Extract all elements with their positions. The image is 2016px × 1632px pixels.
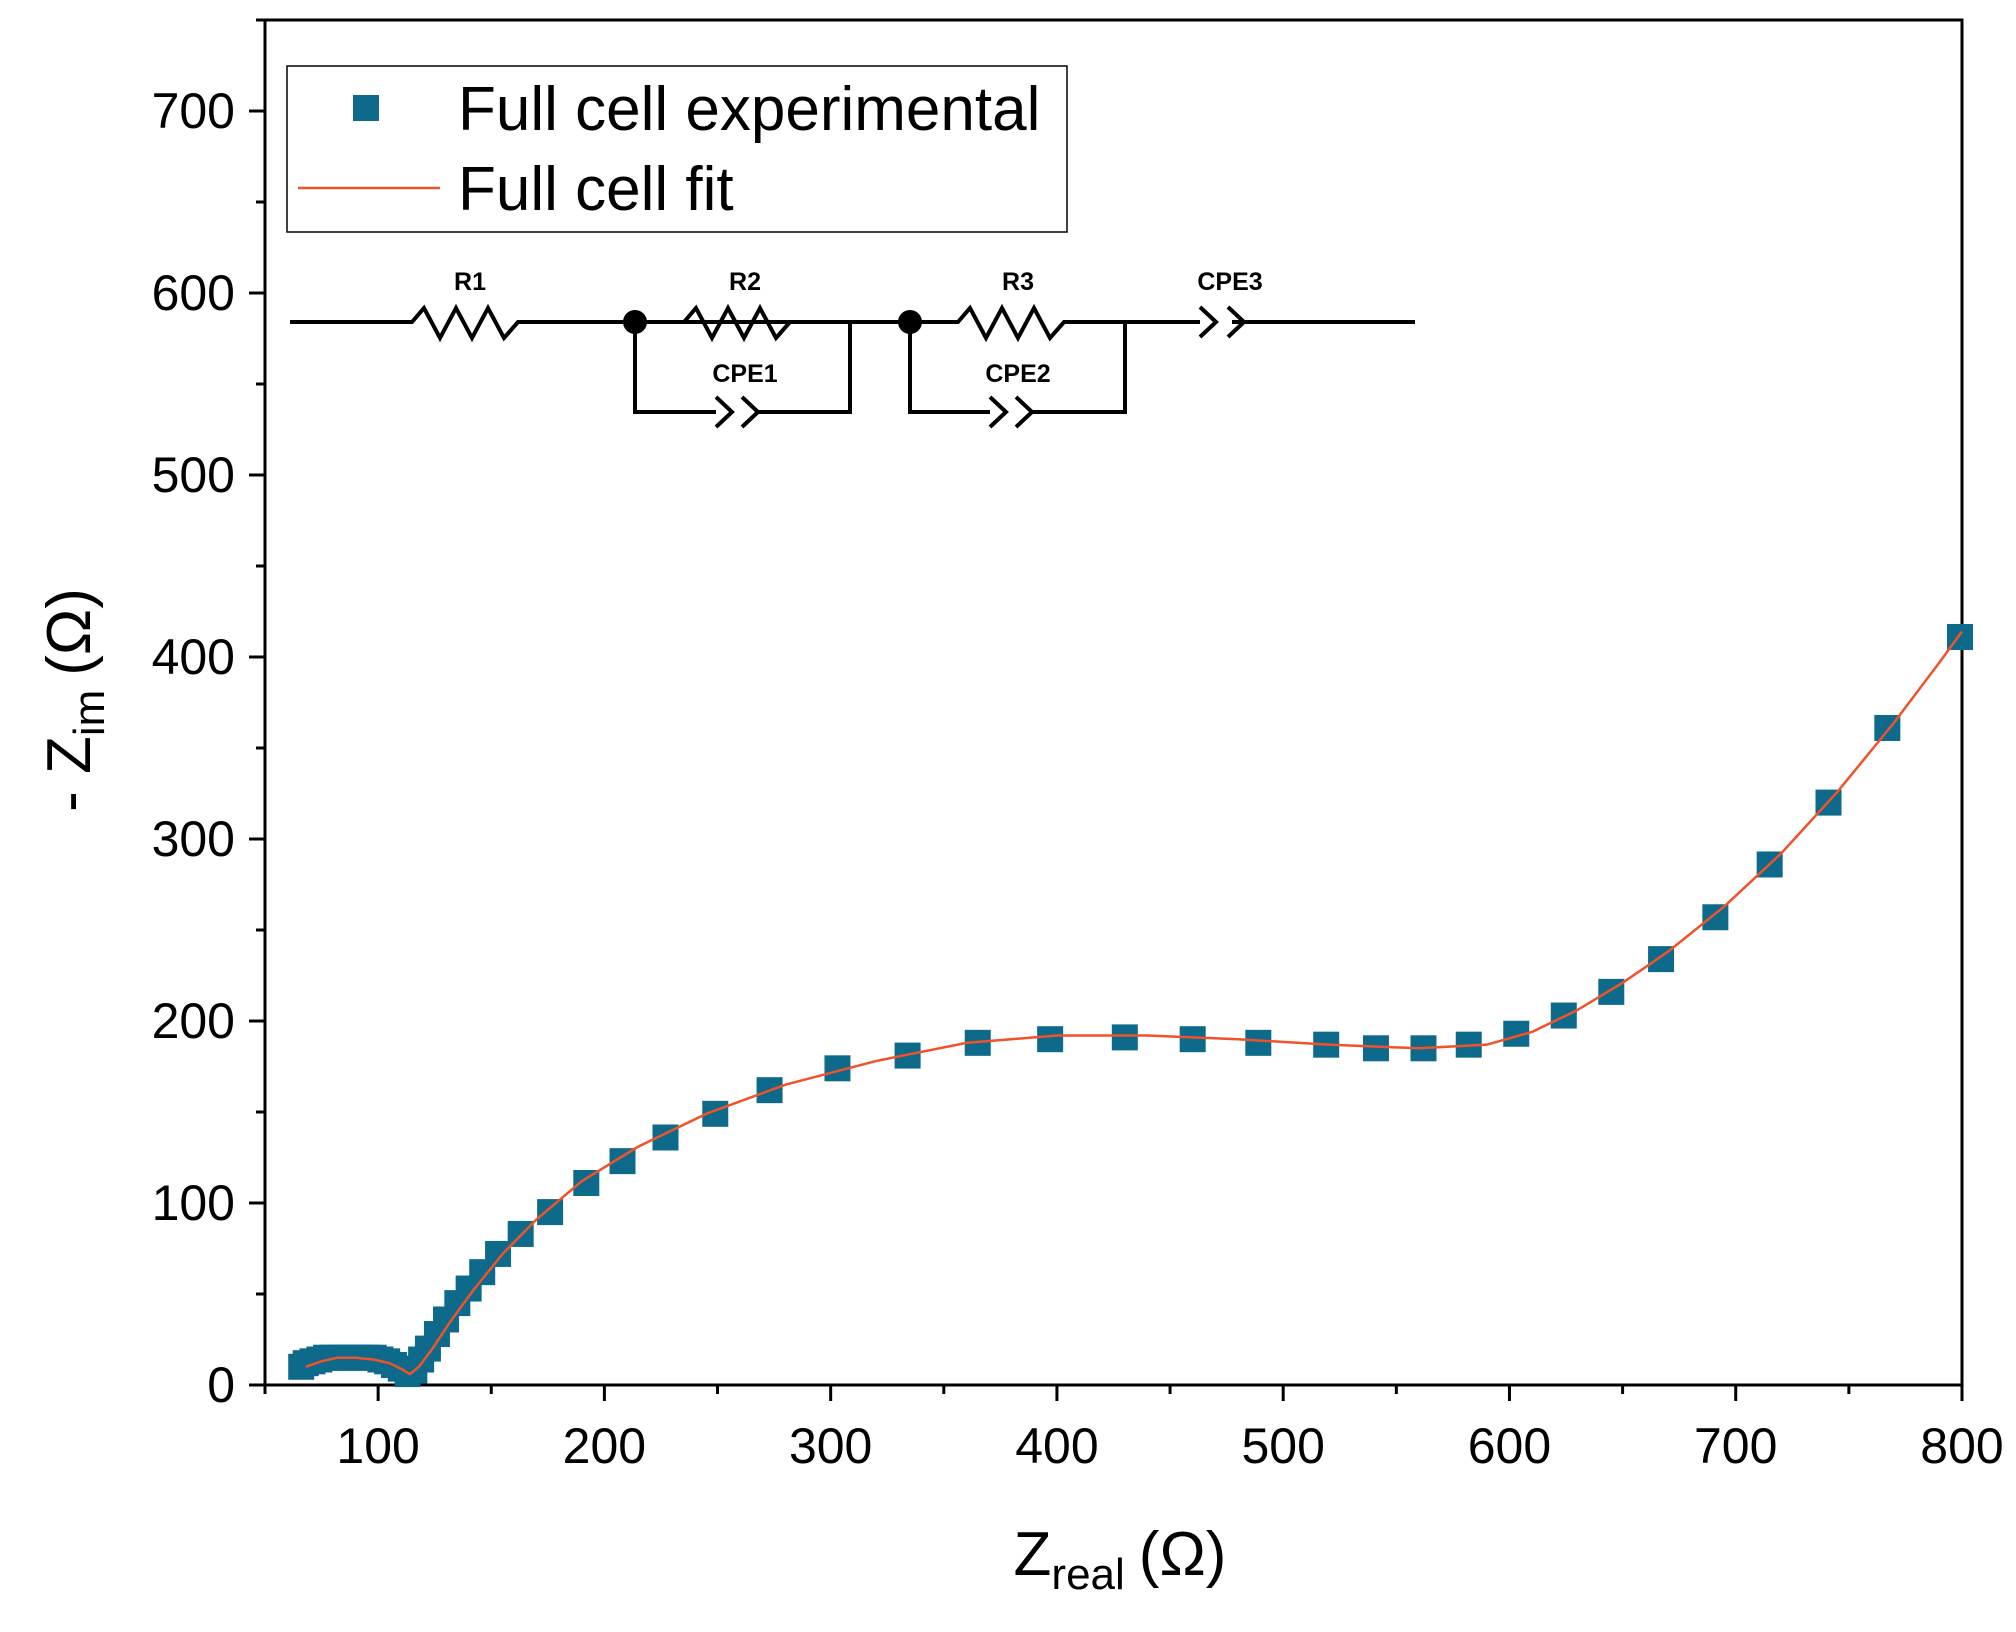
- x-axis-title-main: Z: [1014, 1520, 1052, 1589]
- y-tick-label: 100: [152, 1175, 235, 1231]
- data-point: [537, 1199, 564, 1226]
- y-tick-label: 500: [152, 447, 235, 503]
- x-tick-label: 200: [563, 1418, 646, 1474]
- y-axis-title-unit: (Ω): [35, 588, 104, 676]
- cpe2-label: CPE2: [985, 360, 1050, 388]
- x-tick-label: 500: [1241, 1418, 1324, 1474]
- x-tick-label: 600: [1468, 1418, 1551, 1474]
- legend: Full cell experimental Full cell fit: [286, 65, 1068, 233]
- data-point: [1037, 1026, 1064, 1053]
- cpe2-element: [908, 322, 990, 414]
- cpe3-plate-a: [1198, 305, 1219, 339]
- circuit-wire-left: [290, 303, 815, 343]
- y-tick-label: 0: [207, 1357, 235, 1413]
- plot-frame: [263, 18, 1964, 1387]
- y-axis-title-sub: im: [65, 690, 114, 736]
- r2-label: R2: [729, 268, 761, 296]
- cpe1-element: [633, 322, 716, 414]
- x-axis-title-unit: (Ω): [1139, 1520, 1227, 1589]
- legend-marker-experimental: [353, 95, 379, 121]
- cpe1-plate-b: [740, 395, 761, 429]
- y-tick-label: 300: [152, 811, 235, 867]
- data-point: [1179, 1026, 1206, 1053]
- y-tick-label: 700: [152, 83, 235, 139]
- data-point: [1111, 1024, 1138, 1051]
- data-point: [485, 1240, 512, 1267]
- data-point: [1362, 1035, 1389, 1062]
- x-tick-label: 700: [1694, 1418, 1777, 1474]
- y-tick-label: 600: [152, 265, 235, 321]
- x-axis: 100 200 300 400 500 600 700 800: [263, 1385, 2004, 1474]
- cpe3-label: CPE3: [1197, 268, 1262, 296]
- r1-label: R1: [454, 268, 486, 296]
- data-point: [1702, 904, 1729, 931]
- y-axis-title: - Zim (Ω): [35, 588, 114, 812]
- data-point: [1245, 1029, 1272, 1056]
- cpe1-plate-a: [714, 395, 735, 429]
- cpe2-plate-a: [988, 395, 1009, 429]
- equivalent-circuit: R1 R2 CPE1 R3 CPE2 CPE3: [290, 268, 1415, 429]
- x-tick-label: 300: [789, 1418, 872, 1474]
- legend-label-experimental: Full cell experimental: [458, 75, 1040, 144]
- r3-label: R3: [1002, 268, 1034, 296]
- y-tick-label: 200: [152, 993, 235, 1049]
- x-tick-label: 100: [336, 1418, 419, 1474]
- y-axis-title-prefix: - Z: [35, 736, 104, 812]
- x-tick-label: 400: [1015, 1418, 1098, 1474]
- r2-resistor: [635, 303, 852, 414]
- x-tick-label: 800: [1920, 1418, 2003, 1474]
- fit-series-line: [305, 630, 1964, 1376]
- cpe2-plate-b: [1014, 395, 1035, 429]
- x-axis-title-sub: real: [1051, 1550, 1124, 1599]
- legend-box: [286, 65, 1068, 233]
- experimental-series: [288, 623, 1973, 1388]
- legend-label-fit: Full cell fit: [458, 155, 734, 224]
- x-axis-title: Zreal (Ω): [1014, 1520, 1227, 1599]
- y-tick-label: 400: [152, 629, 235, 685]
- cpe1-label: CPE1: [712, 360, 777, 388]
- y-axis: 0 100 200 300 400 500 600 700: [152, 18, 265, 1413]
